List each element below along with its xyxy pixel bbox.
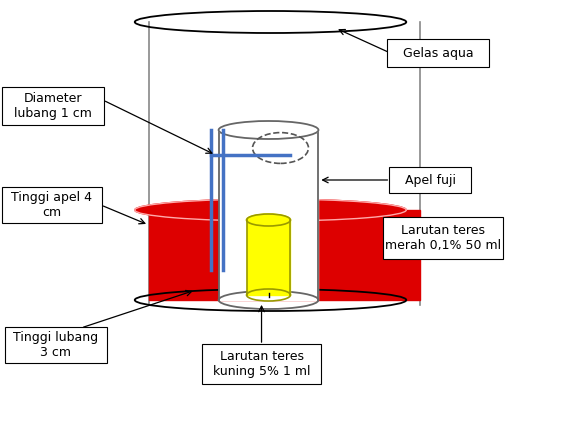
FancyBboxPatch shape <box>390 167 471 193</box>
Text: Apel fuji: Apel fuji <box>405 173 456 187</box>
Text: Tinggi lubang
3 cm: Tinggi lubang 3 cm <box>13 331 98 359</box>
FancyBboxPatch shape <box>2 87 104 125</box>
Ellipse shape <box>247 214 291 226</box>
FancyBboxPatch shape <box>387 39 489 67</box>
Bar <box>247 220 291 295</box>
FancyBboxPatch shape <box>383 217 503 259</box>
Ellipse shape <box>219 121 319 139</box>
Text: Gelas aqua: Gelas aqua <box>403 46 474 60</box>
FancyBboxPatch shape <box>202 344 321 384</box>
FancyBboxPatch shape <box>5 327 107 363</box>
Bar <box>149 210 420 300</box>
Text: Tinggi apel 4
cm: Tinggi apel 4 cm <box>11 191 93 219</box>
Text: Larutan teres
merah 0,1% 50 ml: Larutan teres merah 0,1% 50 ml <box>385 224 501 252</box>
Ellipse shape <box>135 199 406 221</box>
Text: Diameter
lubang 1 cm: Diameter lubang 1 cm <box>14 92 92 120</box>
FancyBboxPatch shape <box>2 187 102 223</box>
Text: Larutan teres
kuning 5% 1 ml: Larutan teres kuning 5% 1 ml <box>213 350 310 378</box>
Bar <box>219 130 319 300</box>
